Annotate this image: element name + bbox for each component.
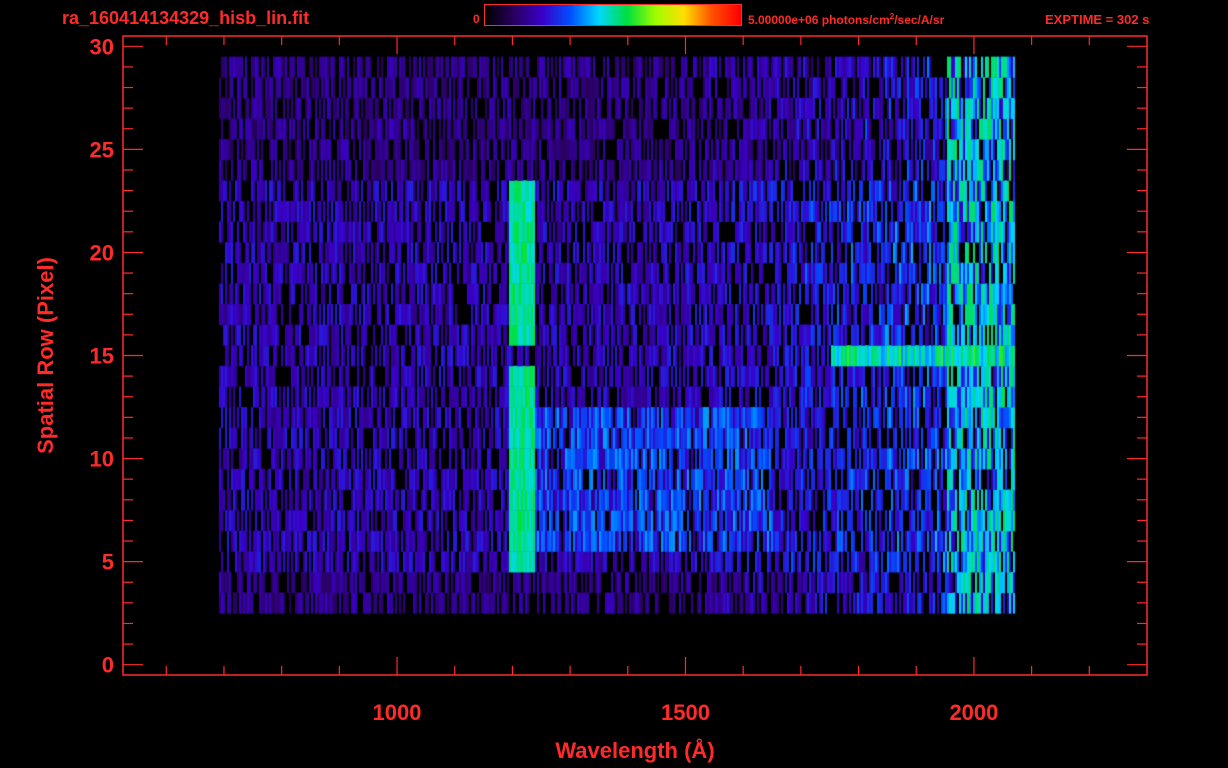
colorbar-units-suffix: /sec/A/sr: [894, 13, 945, 27]
header: ra_160414134329_hisb_lin.fit 0 5.00000e+…: [0, 0, 1228, 34]
x-axis-label: Wavelength (Å): [555, 737, 714, 763]
heatmap-image: [123, 36, 1147, 675]
tick-labels: 1000 1500 2000 0 5 10 15 20 25 30: [90, 34, 999, 725]
y-tick-label: 5: [102, 550, 114, 575]
y-tick-label: 0: [102, 653, 114, 678]
y-tick-label: 10: [90, 447, 114, 472]
y-tick-label: 25: [90, 137, 114, 162]
x-tick-label: 2000: [949, 700, 998, 725]
colorbar-min-label: 0: [473, 12, 480, 26]
y-tick-label: 20: [90, 240, 114, 265]
colorbar: [484, 4, 742, 26]
colorbar-max-label: 5.00000e+06 photons/cm2/sec/A/sr: [748, 12, 944, 27]
y-axis-label: Spatial Row (Pixel): [33, 257, 58, 454]
exptime-label: EXPTIME = 302 s: [1045, 12, 1150, 27]
x-tick-label: 1000: [373, 700, 422, 725]
y-tick-label: 15: [90, 344, 114, 369]
file-title: ra_160414134329_hisb_lin.fit: [62, 8, 310, 28]
axis-ticks: [123, 36, 1147, 675]
colorbar-max-value: 5.00000e+06 photons/cm: [748, 13, 890, 27]
colorbar-units-exponent: 2: [889, 12, 895, 21]
x-tick-label: 1500: [661, 700, 710, 725]
y-tick-label: 30: [90, 34, 114, 59]
